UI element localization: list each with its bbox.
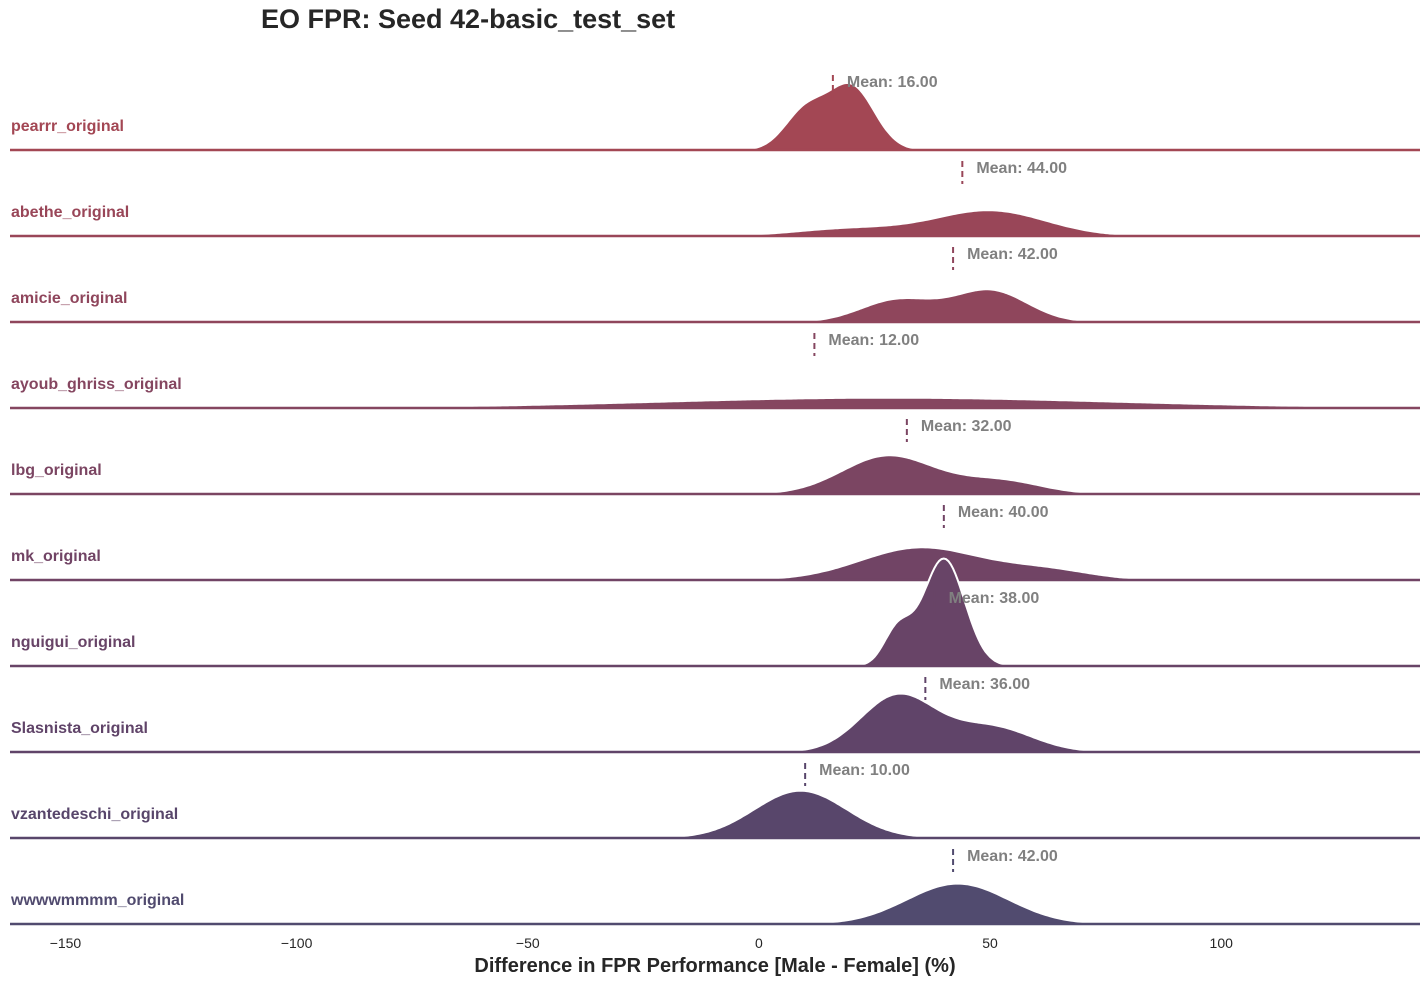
mean-label: Mean: 40.00: [958, 504, 1049, 521]
series-label: vzantedeschi_original: [11, 806, 178, 823]
x-tick-label: 100: [1210, 935, 1234, 951]
series-label: ayoub_ghriss_original: [11, 376, 182, 393]
density-curve: [10, 209, 1420, 237]
density-curve: [10, 396, 1421, 409]
density-curve: [10, 81, 1420, 151]
mean-label: Mean: 16.00: [847, 74, 938, 91]
series-label: abethe_original: [11, 204, 129, 221]
ridge-row: Mean: 40.00 mk_original: [10, 504, 1420, 582]
density-curve: [10, 882, 1420, 925]
ridge-row: Mean: 12.00 ayoub_ghriss_original: [10, 332, 1421, 410]
ridge-row: Mean: 36.00 Slasnista_original: [10, 676, 1420, 754]
series-label: wwwwmmmm_original: [10, 892, 184, 909]
ridge-row: Mean: 42.00 wwwwmmmm_original: [10, 848, 1420, 926]
density-curve: [10, 454, 1420, 495]
mean-label: Mean: 42.00: [967, 246, 1058, 263]
series-label: nguigui_original: [11, 634, 135, 651]
mean-label: Mean: 44.00: [976, 160, 1067, 177]
density-curve: [10, 557, 1420, 667]
series-label: amicie_original: [11, 290, 128, 307]
mean-label: Mean: 42.00: [967, 848, 1058, 865]
x-tick-label: −50: [516, 935, 540, 951]
density-curve: [10, 692, 1420, 753]
series-label: lbg_original: [11, 462, 102, 479]
ridge-row: Mean: 44.00 abethe_original: [10, 160, 1420, 238]
mean-label: Mean: 10.00: [819, 762, 910, 779]
series-label: Slasnista_original: [11, 720, 148, 737]
x-tick-label: −100: [281, 935, 313, 951]
mean-label: Mean: 36.00: [939, 676, 1030, 693]
mean-label: Mean: 32.00: [921, 418, 1012, 435]
ridge-row: Mean: 42.00 amicie_original: [10, 246, 1420, 324]
ridge-row: Mean: 10.00 vzantedeschi_original: [10, 762, 1420, 840]
x-tick-label: 50: [982, 935, 998, 951]
x-tick-label: 0: [755, 935, 763, 951]
density-curve: [10, 546, 1420, 581]
mean-label: Mean: 38.00: [949, 590, 1040, 607]
series-label: pearrr_original: [11, 118, 124, 135]
x-axis-label: Difference in FPR Performance [Male - Fe…: [474, 955, 955, 977]
chart-title: EO FPR: Seed 42-basic_test_set: [261, 4, 676, 34]
x-tick-label: −150: [50, 935, 82, 951]
density-curve: [10, 288, 1420, 323]
ridge-row: Mean: 16.00 pearrr_original: [10, 74, 1420, 152]
ridge-row: Mean: 32.00 lbg_original: [10, 418, 1420, 496]
ridge-row: Mean: 38.00 nguigui_original: [10, 557, 1420, 668]
mean-label: Mean: 12.00: [828, 332, 919, 349]
density-curve: [10, 789, 1420, 839]
series-label: mk_original: [11, 548, 101, 565]
